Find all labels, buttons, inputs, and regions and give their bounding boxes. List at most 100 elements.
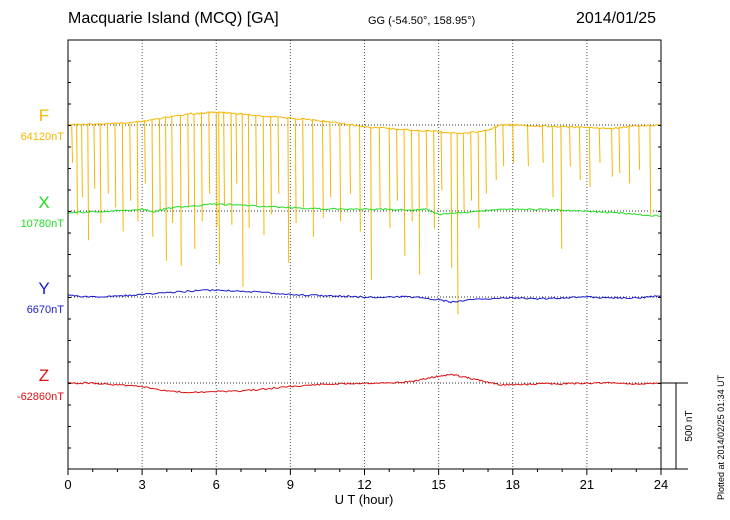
spike-mark <box>359 126 361 232</box>
spike-mark <box>114 123 117 208</box>
spike-mark <box>136 121 139 222</box>
spike-mark <box>151 119 154 237</box>
spike-mark <box>502 124 505 167</box>
spike-mark <box>99 123 102 224</box>
spike-mark <box>158 118 161 212</box>
x-tick-label: 21 <box>580 477 594 492</box>
component-letter-f: F <box>39 106 49 125</box>
spike-mark <box>215 112 218 227</box>
series-line-f <box>67 111 662 135</box>
spike-mark <box>494 127 497 181</box>
station-coordinates: GG (-54.50°, 158.95°) <box>368 15 476 27</box>
component-letter-y: Y <box>38 279 49 298</box>
spike-mark <box>618 127 621 174</box>
spike-mark <box>87 124 90 241</box>
date-label: 2014/01/25 <box>576 10 657 27</box>
x-tick-label: 24 <box>654 477 668 492</box>
spike-mark <box>370 127 372 280</box>
spike-mark <box>121 122 124 232</box>
spike-mark <box>247 114 250 229</box>
series-y <box>67 289 661 304</box>
spike-mark <box>433 131 435 229</box>
spike-mark <box>527 125 529 167</box>
spike-mark <box>339 123 342 222</box>
spike-mark <box>76 124 78 215</box>
spike-mark <box>71 124 74 163</box>
spike-mark <box>649 125 652 215</box>
spike-mark <box>241 113 244 287</box>
spike-mark <box>262 116 265 236</box>
spike-mark <box>218 112 221 265</box>
spike-mark <box>396 128 398 201</box>
series-line-z <box>68 373 662 394</box>
spike-mark <box>578 127 581 181</box>
x-tick-label: 6 <box>213 477 220 492</box>
spike-mark <box>349 124 351 194</box>
spike-mark <box>462 133 465 212</box>
spike-mark <box>302 118 305 208</box>
x-tick-label: 3 <box>139 477 146 492</box>
scale-bar: 500 nT <box>661 382 695 470</box>
spike-mark <box>611 128 613 177</box>
spike-mark <box>255 115 258 206</box>
spike-mark <box>450 132 453 268</box>
spike-mark <box>171 116 174 224</box>
spike-mark <box>165 117 167 261</box>
plotted-timestamp: Plotted at 2014/02/25 01:34 UT <box>716 374 726 500</box>
x-tick-label: 15 <box>431 477 445 492</box>
baseline-label-y: 6670nT <box>27 304 65 316</box>
spike-mark <box>81 124 83 198</box>
spike-mark <box>270 116 272 215</box>
x-tick-label: 9 <box>287 477 294 492</box>
plot-frame <box>67 39 662 470</box>
series-line-y <box>67 289 661 304</box>
spike-mark <box>388 128 391 229</box>
spike-mark <box>107 123 109 194</box>
spike-mark <box>628 126 631 184</box>
spike-mark <box>470 132 473 201</box>
spike-mark <box>294 118 297 224</box>
spike-mark <box>588 127 591 187</box>
baseline-label-f: 64120nT <box>21 131 65 143</box>
component-labels: F 64120nT X 10780nT Y 6670nT Z -62860nT <box>17 106 64 403</box>
spike-mark <box>410 129 413 222</box>
component-letter-x: X <box>38 193 49 212</box>
spike-mark <box>378 127 381 208</box>
axis-layer: 0 3 6 9 12 15 18 21 24 <box>64 60 668 492</box>
spike-mark <box>144 121 146 184</box>
spike-mark <box>200 113 203 222</box>
spike-mark <box>208 112 211 194</box>
spike-mark <box>93 124 96 189</box>
station-title: Macquarie Island (MCQ) [GA] <box>68 10 279 27</box>
series-x <box>67 203 662 217</box>
spike-mark <box>418 130 421 275</box>
spike-mark <box>193 113 196 249</box>
series-f <box>67 111 662 315</box>
spike-mark <box>569 126 571 167</box>
spike-mark <box>638 125 641 170</box>
x-tick-label: 18 <box>506 477 520 492</box>
spike-mark <box>179 115 182 267</box>
baseline-label-x: 10780nT <box>21 218 65 230</box>
spike-mark <box>512 124 515 163</box>
spike-mark <box>598 127 601 163</box>
spike-mark <box>321 120 324 218</box>
spike-mark <box>551 126 554 198</box>
spike-mark <box>223 112 225 206</box>
x-axis-label: U T (hour) <box>335 492 394 507</box>
spike-mark <box>440 132 443 191</box>
spike-mark <box>230 113 233 225</box>
spike-mark <box>129 122 132 201</box>
spike-mark <box>287 117 290 263</box>
spike-mark <box>312 119 314 237</box>
spike-mark <box>277 117 280 194</box>
component-letter-z: Z <box>39 366 49 385</box>
spike-mark <box>425 131 428 208</box>
spike-mark <box>235 113 238 184</box>
x-tick-label: 0 <box>64 477 71 492</box>
spike-mark <box>560 126 563 249</box>
spike-mark <box>541 126 544 163</box>
baseline-label-z: -62860nT <box>17 391 64 403</box>
grid-layer <box>68 40 661 469</box>
